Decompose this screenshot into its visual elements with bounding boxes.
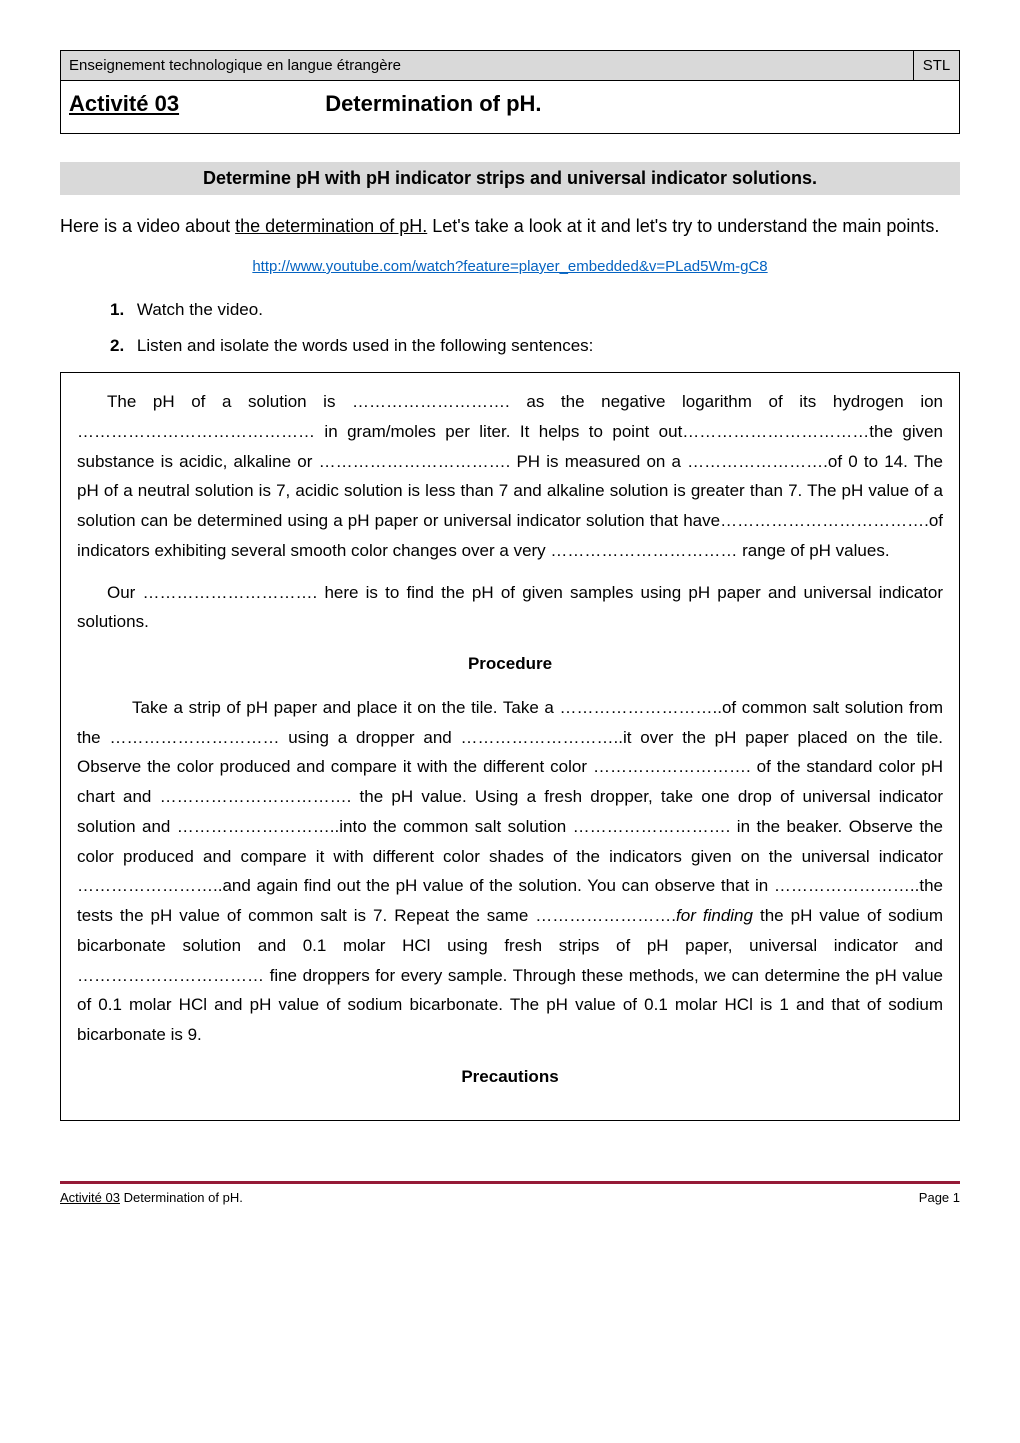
item-text: Watch the video.	[137, 300, 263, 319]
intro-underlined: the determination of pH.	[235, 216, 427, 236]
procedure-heading: Procedure	[77, 649, 943, 679]
footer-left: Activité 03 Determination of pH.	[60, 1190, 243, 1205]
list-item: 1. Watch the video.	[110, 300, 960, 320]
video-link-line: http://www.youtube.com/watch?feature=pla…	[60, 258, 960, 276]
activity-label: Activité 03	[69, 91, 179, 116]
para3-before: Take a strip of pH paper and place it on…	[77, 698, 943, 925]
header-subject: Enseignement technologique en langue étr…	[61, 51, 914, 81]
para3-after: the pH value of sodium bicarbonate solut…	[77, 906, 943, 1044]
box-paragraph-1: The pH of a solution is ………………………. as th…	[77, 387, 943, 566]
footer-page-number: Page 1	[919, 1190, 960, 1205]
item-text: Listen and isolate the words used in the…	[137, 336, 593, 355]
list-item: 2. Listen and isolate the words used in …	[110, 336, 960, 356]
page-title: Determination of pH.	[325, 91, 541, 116]
numbered-list: 1. Watch the video. 2. Listen and isolat…	[110, 300, 960, 356]
intro-paragraph: Here is a video about the determination …	[60, 213, 960, 240]
para3-italic: for finding	[676, 906, 753, 925]
item-number: 2.	[110, 336, 124, 355]
item-number: 1.	[110, 300, 124, 319]
box-paragraph-3: Take a strip of pH paper and place it on…	[77, 693, 943, 1050]
precautions-heading: Precautions	[77, 1062, 943, 1092]
intro-before: Here is a video about	[60, 216, 235, 236]
title-cell: Activité 03 Determination of pH.	[61, 81, 960, 134]
intro-after: Let's take a look at it and let's try to…	[427, 216, 939, 236]
page-footer: Activité 03 Determination of pH. Page 1	[60, 1181, 960, 1205]
footer-title: Determination of pH.	[120, 1190, 243, 1205]
content-box: The pH of a solution is ………………………. as th…	[60, 372, 960, 1121]
section-banner: Determine pH with pH indicator strips an…	[60, 162, 960, 195]
header-code: STL	[914, 51, 960, 81]
box-paragraph-2: Our …………………………. here is to find the pH o…	[77, 578, 943, 638]
video-link[interactable]: http://www.youtube.com/watch?feature=pla…	[252, 258, 767, 275]
footer-activity: Activité 03	[60, 1190, 120, 1205]
header-table: Enseignement technologique en langue étr…	[60, 50, 960, 134]
